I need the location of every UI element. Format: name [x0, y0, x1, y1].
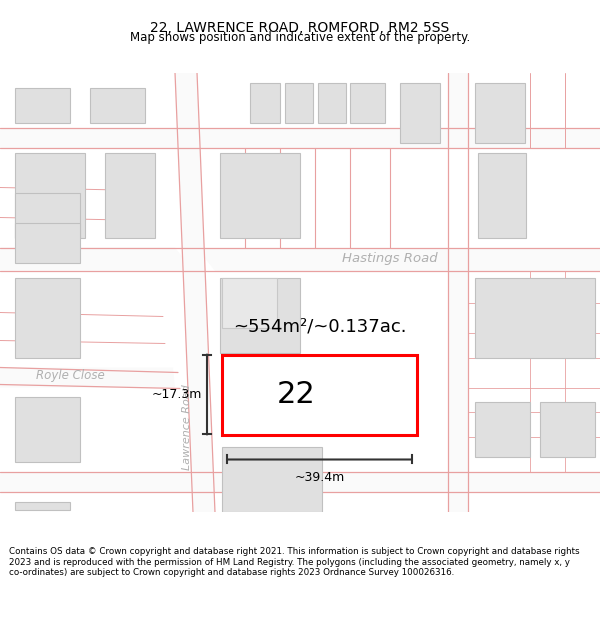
- Polygon shape: [448, 72, 468, 148]
- Text: ~17.3m: ~17.3m: [152, 388, 202, 401]
- Text: ~39.4m: ~39.4m: [295, 471, 344, 484]
- Bar: [478, 152, 526, 238]
- Text: Hastings Road: Hastings Road: [342, 252, 438, 265]
- Bar: [475, 402, 530, 458]
- Text: 22: 22: [277, 380, 316, 409]
- Bar: [222, 354, 417, 434]
- Bar: [15, 222, 80, 262]
- Bar: [285, 82, 313, 122]
- Bar: [15, 88, 70, 122]
- Bar: [15, 192, 80, 238]
- Bar: [222, 278, 277, 328]
- Bar: [15, 152, 85, 238]
- Polygon shape: [0, 368, 175, 388]
- Bar: [475, 278, 595, 358]
- Bar: [400, 82, 440, 142]
- Bar: [318, 82, 346, 122]
- Polygon shape: [0, 248, 193, 271]
- Bar: [220, 278, 300, 352]
- Polygon shape: [0, 472, 600, 492]
- Text: Royle Close: Royle Close: [35, 369, 104, 382]
- Bar: [105, 152, 155, 238]
- Bar: [475, 82, 525, 142]
- Polygon shape: [175, 72, 215, 512]
- Bar: [222, 448, 322, 512]
- Bar: [15, 278, 80, 358]
- Polygon shape: [0, 127, 600, 148]
- Text: Lawrence Road: Lawrence Road: [182, 384, 192, 471]
- Bar: [250, 82, 280, 122]
- Polygon shape: [197, 248, 600, 271]
- Bar: [90, 88, 145, 122]
- Bar: [540, 402, 595, 458]
- Bar: [350, 82, 385, 122]
- Text: 22, LAWRENCE ROAD, ROMFORD, RM2 5SS: 22, LAWRENCE ROAD, ROMFORD, RM2 5SS: [151, 21, 449, 35]
- Bar: [222, 518, 292, 528]
- Bar: [15, 398, 80, 462]
- Text: Contains OS data © Crown copyright and database right 2021. This information is : Contains OS data © Crown copyright and d…: [9, 548, 580, 578]
- Text: ~554m²/~0.137ac.: ~554m²/~0.137ac.: [233, 318, 406, 336]
- Bar: [220, 152, 300, 238]
- Polygon shape: [448, 248, 468, 512]
- Bar: [15, 503, 70, 511]
- Text: Map shows position and indicative extent of the property.: Map shows position and indicative extent…: [130, 31, 470, 44]
